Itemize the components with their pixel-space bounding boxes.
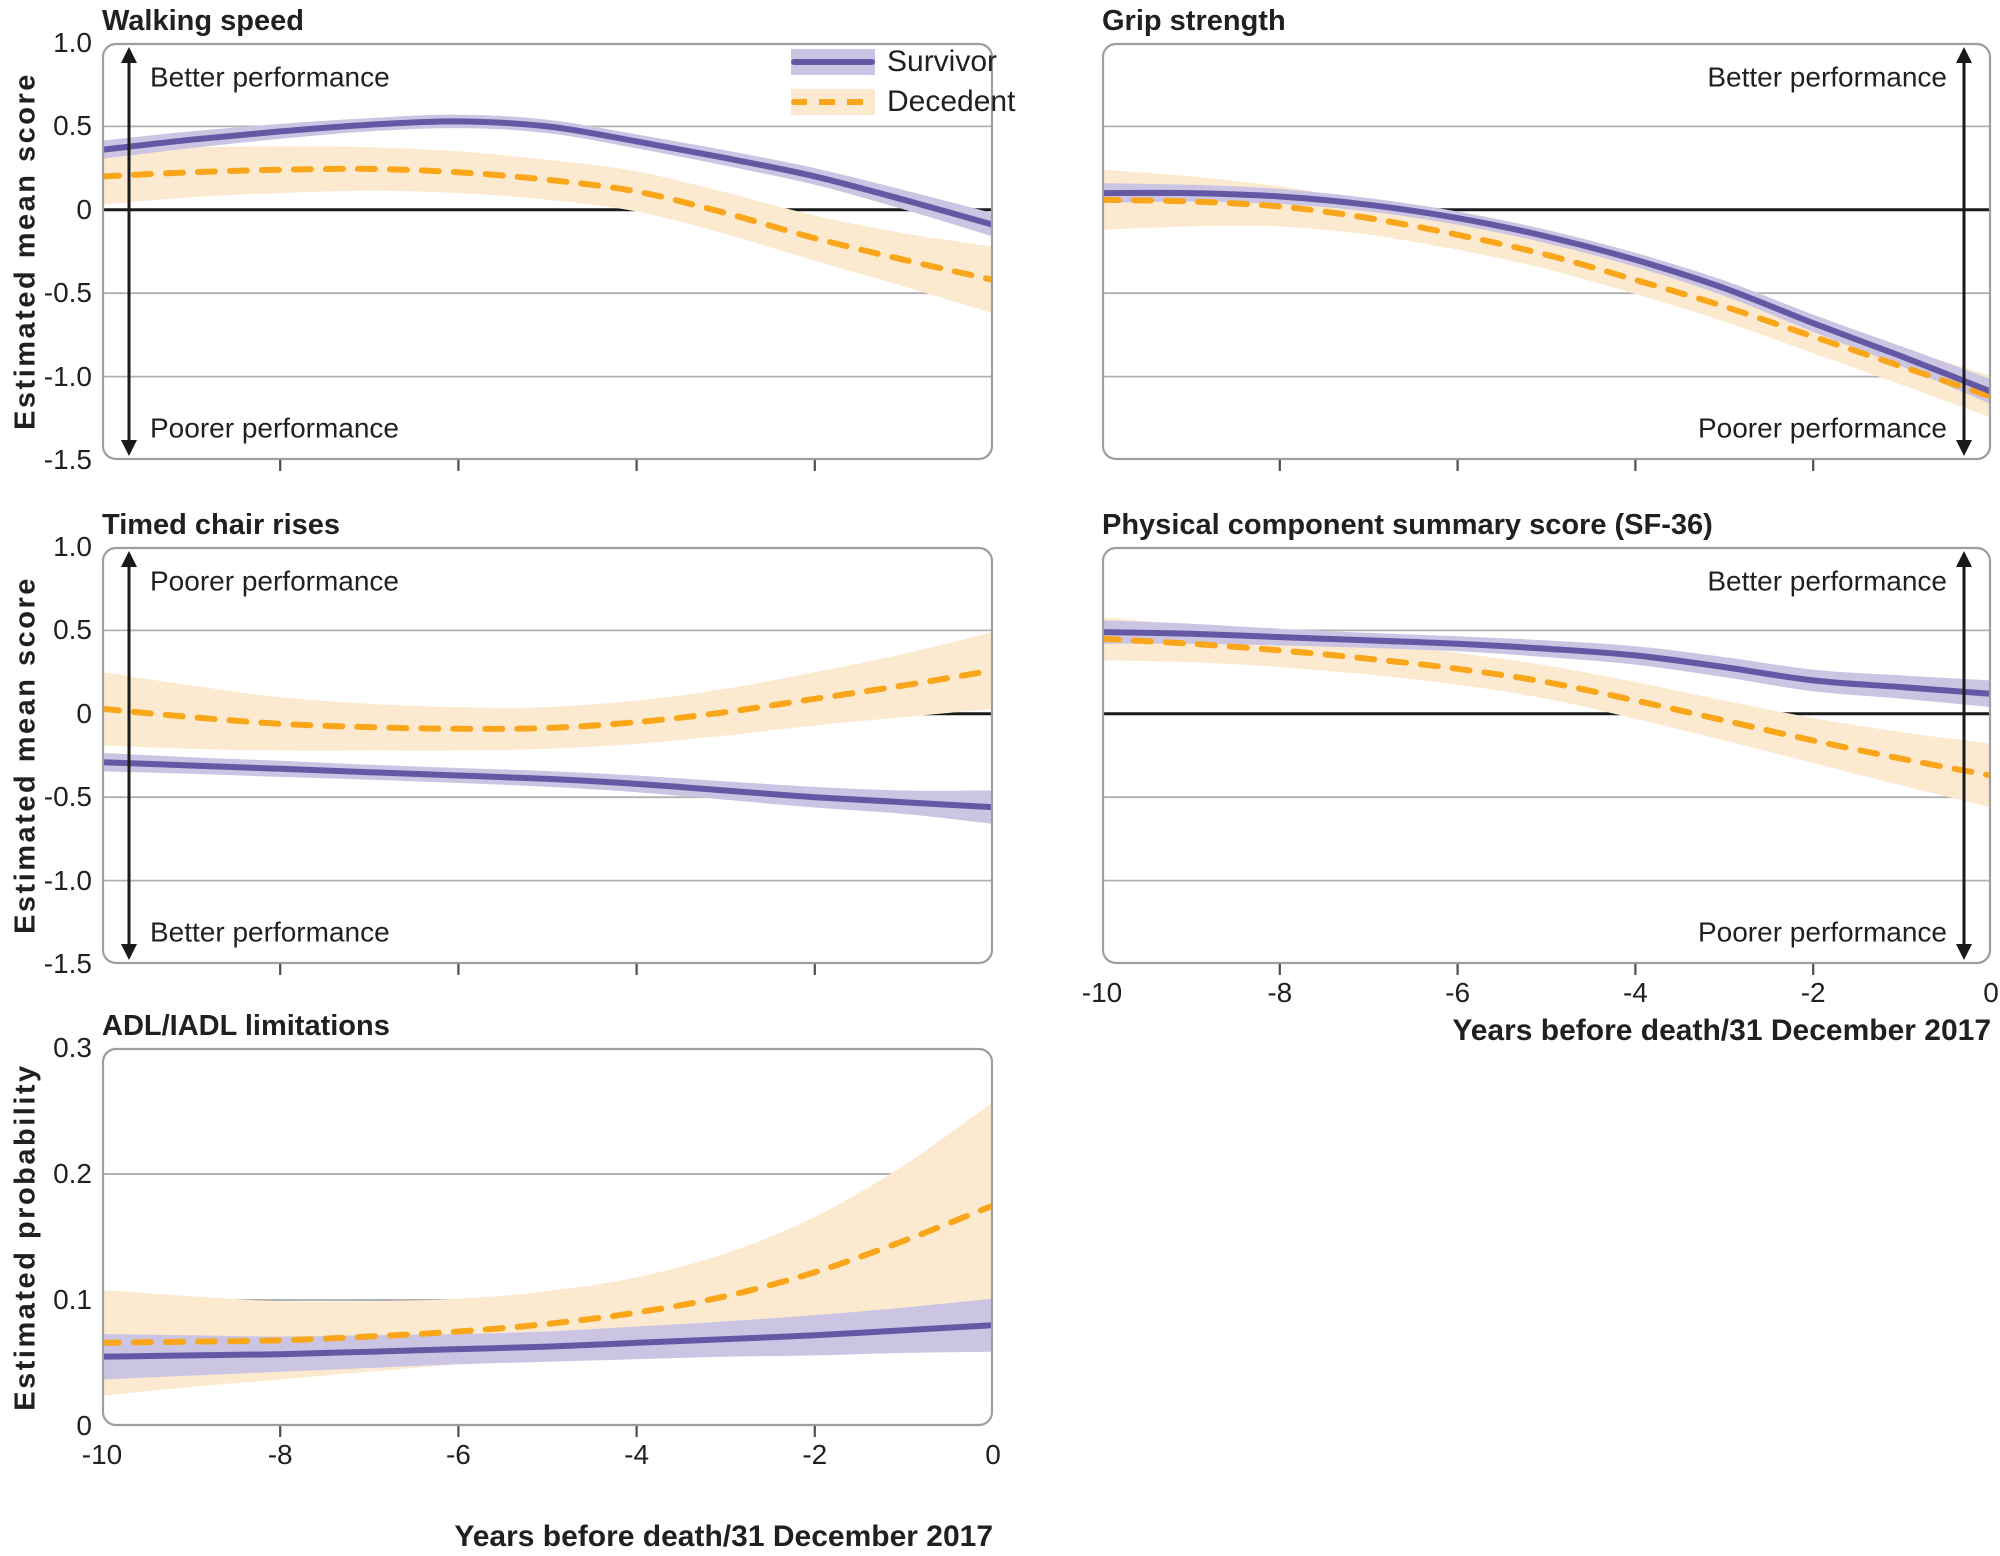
direction-arrow bbox=[1956, 551, 1972, 960]
y-tick-label: -1.5 bbox=[43, 948, 92, 979]
decedent-trend-line bbox=[1103, 635, 1990, 779]
x-tick-label: -8 bbox=[1267, 977, 1293, 1008]
panel-border bbox=[101, 546, 994, 965]
panel-background bbox=[102, 547, 993, 964]
survivor-line-swatch bbox=[791, 49, 875, 75]
direction-arrow bbox=[1956, 47, 1972, 456]
performance-direction-label-top: Poorer performance bbox=[150, 566, 399, 597]
decedent-trend-line bbox=[103, 165, 992, 283]
panel-border bbox=[101, 1047, 994, 1427]
survivor-trend-line bbox=[103, 1322, 992, 1360]
y-tick-label: -1.0 bbox=[43, 360, 92, 392]
plot-walking-speed: Better performance Poorer performance bbox=[101, 42, 994, 471]
x-tick-label: -10 bbox=[1081, 977, 1123, 1008]
y-tick-label: 0.3 bbox=[53, 1032, 92, 1063]
survivor-trend-line bbox=[103, 118, 992, 228]
plot-grip-strength: Better performance Poorer performance bbox=[1101, 42, 1992, 471]
panel-title-grip-strength: Grip strength bbox=[1102, 5, 1286, 37]
y-tick-label: 0.5 bbox=[53, 110, 92, 142]
performance-direction-label-bottom: Better performance bbox=[150, 917, 390, 948]
survivor-trend-line bbox=[1103, 629, 1990, 697]
y-tick-label: 0.2 bbox=[53, 1158, 92, 1189]
y-tick-label: 0.5 bbox=[53, 614, 92, 646]
decedent-confidence-band bbox=[103, 632, 992, 751]
plot-timed-chair-rises: Poorer performance Better performance bbox=[101, 546, 994, 975]
x-tick-label: -2 bbox=[1800, 977, 1826, 1008]
panel-border bbox=[101, 42, 994, 461]
y-tick-label: -0.5 bbox=[43, 781, 92, 813]
survivor-trend-line bbox=[103, 759, 992, 811]
survivor-trend-line bbox=[1103, 189, 1990, 395]
panel-border bbox=[1101, 42, 1992, 461]
legend-item-survivor: Survivor bbox=[791, 47, 997, 77]
survivor-confidence-band bbox=[103, 1298, 992, 1380]
y-tick-label: 0 bbox=[76, 1410, 92, 1441]
y-tick-label: 1.0 bbox=[53, 27, 92, 58]
performance-direction-label-bottom: Poorer performance bbox=[150, 413, 399, 444]
direction-arrow bbox=[121, 47, 137, 456]
performance-direction-label-top: Better performance bbox=[150, 62, 390, 93]
legend-label-decedent: Decedent bbox=[887, 85, 1016, 118]
x-tick-label: 0 bbox=[985, 1439, 1001, 1470]
y-tick-label: 0.1 bbox=[53, 1284, 92, 1315]
x-tick-label: -6 bbox=[445, 1439, 471, 1470]
y-tick-label: -1.0 bbox=[43, 864, 92, 896]
x-tick-label: -10 bbox=[81, 1439, 123, 1470]
decedent-trend-line bbox=[103, 667, 992, 732]
y-tick-label: 0 bbox=[76, 697, 92, 729]
decedent-line-swatch bbox=[791, 89, 875, 115]
x-tick-label: -8 bbox=[267, 1439, 293, 1470]
y-tick-label: -1.5 bbox=[43, 444, 92, 475]
performance-direction-label-bottom: Poorer performance bbox=[1698, 917, 1947, 948]
panel-title-sf36: Physical component summary score (SF-36) bbox=[1102, 509, 1713, 541]
y-axis-title-estimated-probability: Estimated probability bbox=[9, 1063, 42, 1411]
y-tick-label: 1.0 bbox=[53, 531, 92, 562]
x-tick-label: -4 bbox=[1622, 977, 1648, 1008]
plot-adl-iadl bbox=[101, 1047, 994, 1437]
panel-title-walking-speed: Walking speed bbox=[102, 5, 304, 37]
decedent-confidence-band bbox=[1103, 617, 1990, 808]
y-tick-label: 0 bbox=[76, 193, 92, 225]
x-tick-label: -4 bbox=[624, 1439, 650, 1470]
panel-title-timed-chair-rises: Timed chair rises bbox=[102, 509, 341, 541]
direction-arrow bbox=[121, 551, 137, 960]
legend-label-survivor: Survivor bbox=[887, 45, 998, 78]
decedent-trend-line bbox=[103, 1202, 992, 1346]
y-tick-label: -0.5 bbox=[43, 277, 92, 309]
panel-border bbox=[1101, 546, 1992, 965]
x-axis-title-right: Years before death/31 December 2017 bbox=[1452, 1014, 1991, 1047]
decedent-confidence-band bbox=[103, 146, 992, 314]
x-tick-label: -2 bbox=[802, 1439, 828, 1470]
plot-sf36: Better performance Poorer performance bbox=[1101, 546, 1992, 975]
survivor-confidence-band bbox=[1103, 620, 1990, 708]
x-axis-title-left: Years before death/31 December 2017 bbox=[454, 1520, 993, 1553]
legend-item-decedent: Decedent bbox=[791, 87, 1015, 117]
panel-title-adl-iadl: ADL/IADL limitations bbox=[102, 1010, 390, 1042]
performance-direction-label-top: Better performance bbox=[1707, 566, 1947, 597]
x-tick-label: -6 bbox=[1445, 977, 1471, 1008]
performance-direction-label-bottom: Poorer performance bbox=[1698, 413, 1947, 444]
x-tick-label: 0 bbox=[1983, 977, 1999, 1008]
decedent-trend-line bbox=[1103, 196, 1990, 400]
performance-direction-label-top: Better performance bbox=[1707, 62, 1947, 93]
